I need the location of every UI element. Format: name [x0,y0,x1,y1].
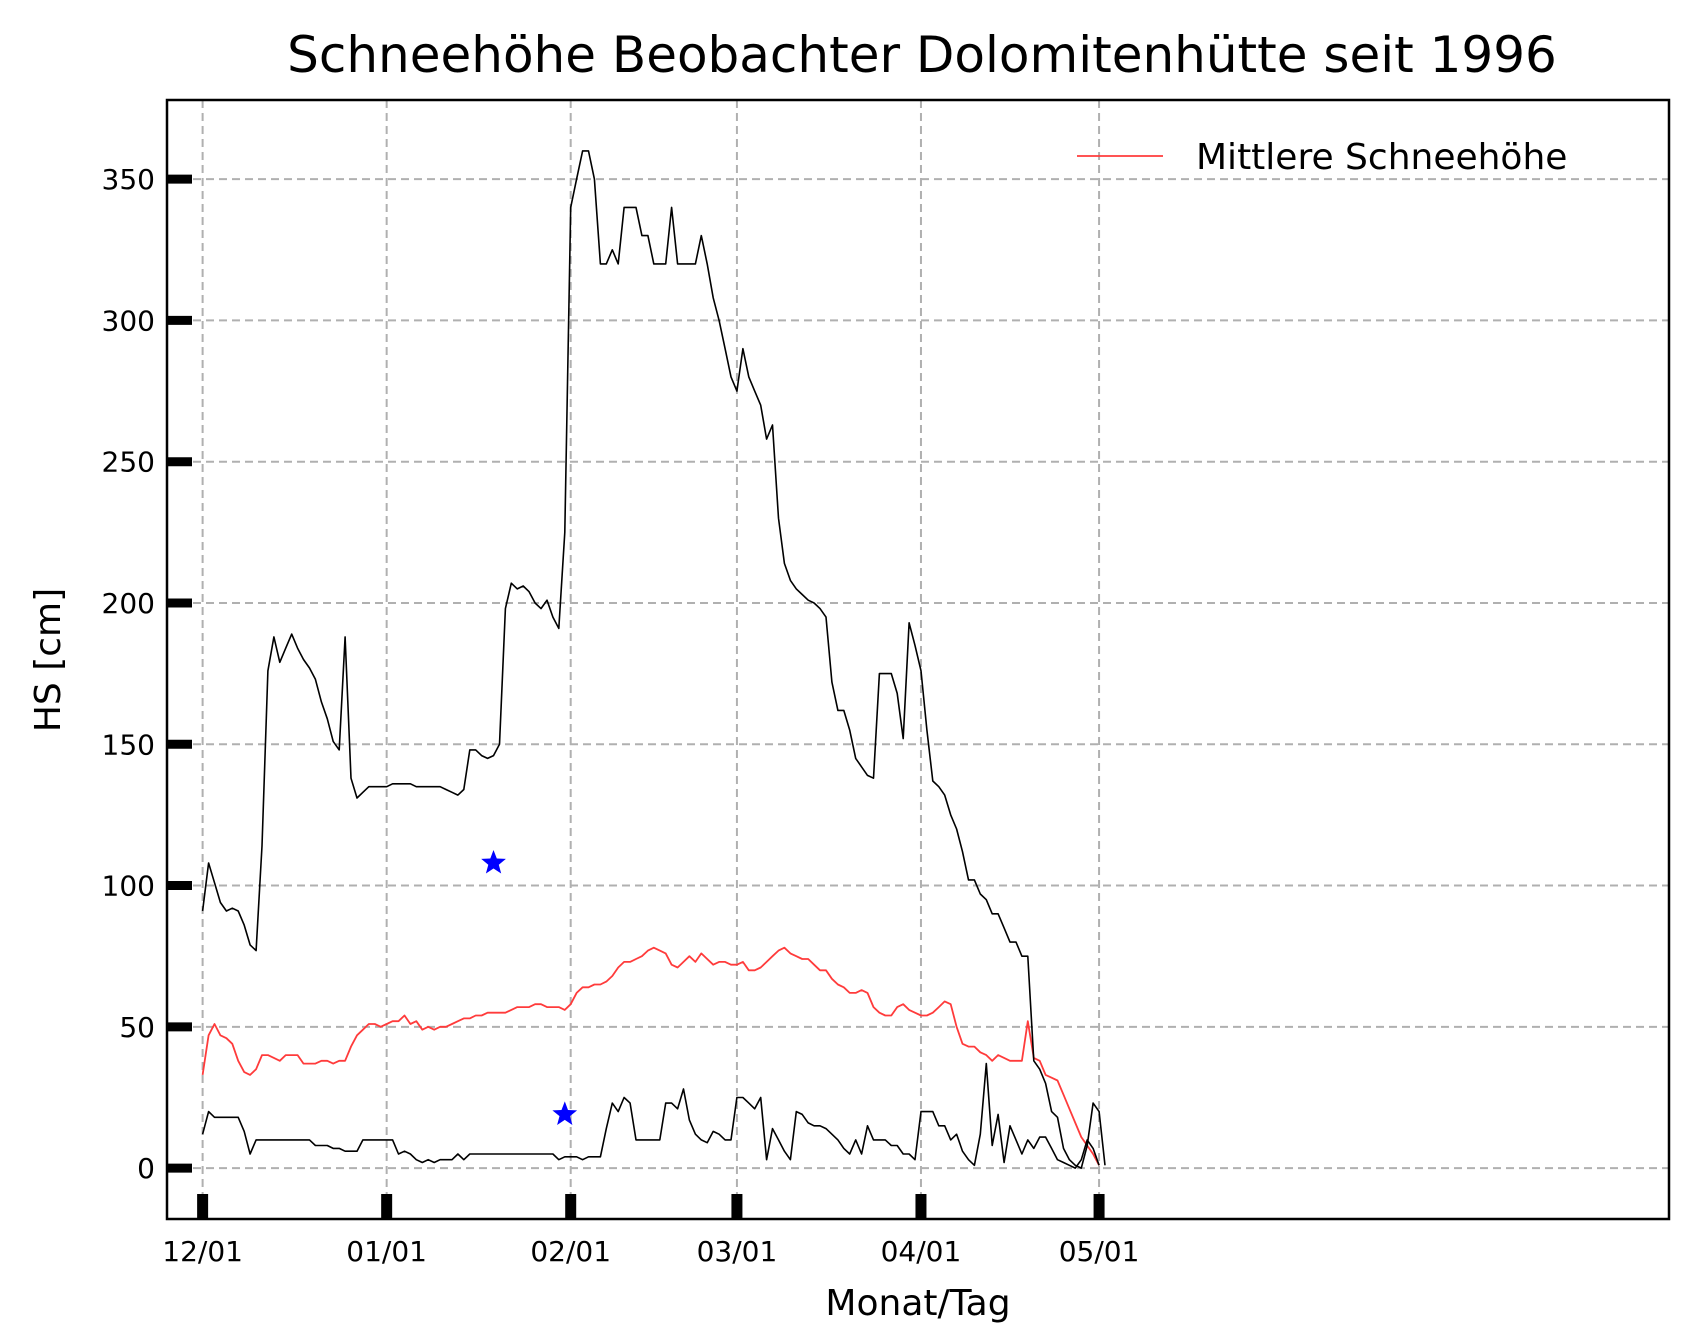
legend: Mittlere Schneehöhe [1077,137,1567,178]
y-tick-label: 150 [102,728,155,761]
chart-title: Schneehöhe Beobachter Dolomitenhütte sei… [287,26,1557,84]
x-tick-label: 04/01 [881,1235,962,1268]
series-line-min [201,1062,1100,1169]
y-tick-label: 250 [102,446,155,479]
x-tick-label: 12/01 [162,1235,243,1268]
y-tick-label: 0 [137,1152,155,1185]
grid-lines [167,100,1669,1219]
x-tick-label: 05/01 [1059,1235,1140,1268]
y-tick-label: 300 [102,304,155,337]
x-tick-label: 01/01 [346,1235,427,1268]
x-axis-label: Monat/Tag [825,1283,1010,1324]
y-tick-label: 100 [102,870,155,903]
plot-area [201,150,1106,1169]
y-tick-label: 200 [102,587,155,620]
y-tick-label: 350 [102,163,155,196]
x-tick-label: 02/01 [530,1235,611,1268]
legend-label-mean: Mittlere Schneehöhe [1196,137,1567,178]
series-line-max [201,150,1106,1169]
plot-frame [165,98,1671,1221]
x-tick-label: 03/01 [697,1235,778,1268]
y-axis-label: HS [cm] [28,588,69,732]
star-marker [481,850,506,874]
axes: 0 50 100 150 200 250 300 350 12/01 01/01 02/01 03/0… [102,163,1140,1268]
star-marker [552,1101,578,1125]
y-tick-label: 50 [119,1011,155,1044]
series-line-mean [201,946,1100,1166]
